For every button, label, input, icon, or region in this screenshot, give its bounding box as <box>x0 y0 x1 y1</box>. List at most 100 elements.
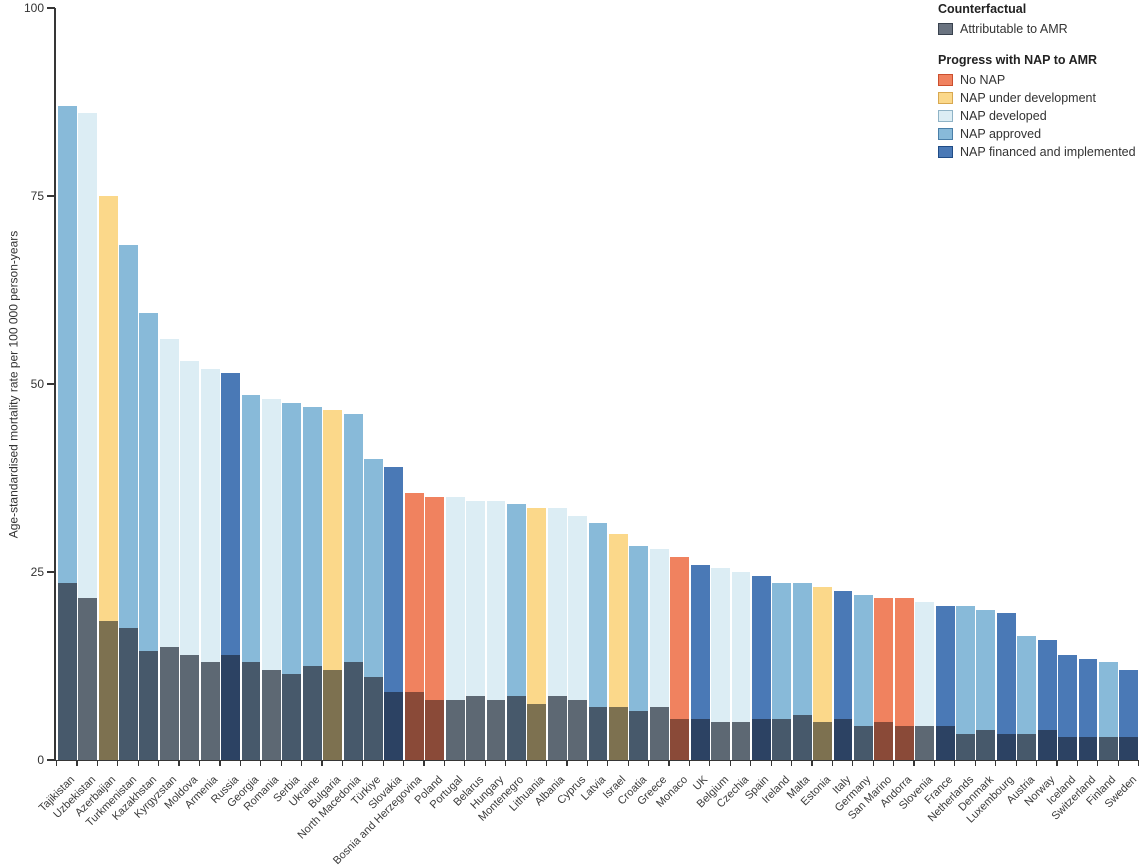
x-tick-5 <box>158 761 160 766</box>
bar-attributable-kyrgyzstan <box>159 647 179 760</box>
x-tick-40 <box>872 761 874 766</box>
x-tick-19 <box>443 761 446 766</box>
nap-approved-swatch-icon <box>938 128 953 140</box>
x-tick-22 <box>505 761 507 766</box>
x-tick-35 <box>770 761 772 766</box>
legend-nap-label-nap-approved: NAP approved <box>960 127 1042 141</box>
bar-france <box>935 605 955 760</box>
y-tick-0 <box>47 759 55 761</box>
legend-counterfactual-label-attributable-to-amr: Attributable to AMR <box>960 22 1068 36</box>
legend-nap-label-nap-financed-and-implemented: NAP financed and implemented <box>960 145 1136 159</box>
bar-attributable-portugal <box>445 699 465 760</box>
no-nap-swatch-icon <box>938 74 953 86</box>
attributable-to-amr-swatch-icon <box>938 23 953 35</box>
bar-portugal <box>445 496 465 760</box>
bar-kazakhstan <box>139 312 159 760</box>
bar-attributable-cyprus <box>568 699 588 760</box>
bar-attributable-north-macedonia <box>343 662 363 760</box>
y-tick-label-50: 50 <box>30 377 44 391</box>
bar-slovakia <box>384 466 404 760</box>
bar-attributable-malta <box>792 714 812 760</box>
x-tick-49 <box>1056 761 1058 766</box>
x-tick-24 <box>545 761 548 766</box>
x-tick-34 <box>750 761 752 766</box>
bar-attributable-moldova <box>180 654 200 760</box>
x-tick-41 <box>893 761 895 766</box>
x-tick-47 <box>1015 761 1017 766</box>
x-axis <box>54 760 1140 762</box>
bar-attributable-georgia <box>241 662 261 760</box>
bar-attributable-bosnia-and-herzegovina <box>404 692 424 760</box>
y-tick-50 <box>47 383 55 385</box>
x-tick-48 <box>1035 761 1038 766</box>
bar-attributable-azerbaijan <box>98 620 118 760</box>
nap-developed-swatch-icon <box>938 110 953 122</box>
bar-lithuania <box>527 508 547 760</box>
bar-attributable-serbia <box>282 673 302 760</box>
x-tick-8 <box>219 761 221 766</box>
x-tick-39 <box>852 761 854 766</box>
bar-attributable-croatia <box>629 711 649 760</box>
bar-attributable-andorra <box>894 726 914 760</box>
x-tick-18 <box>423 761 425 766</box>
bar-attributable-san-marino <box>874 722 894 760</box>
x-tick-14 <box>341 761 343 766</box>
x-tick-26 <box>586 761 588 766</box>
bar-attributable-israel <box>609 707 628 760</box>
bar-moldova <box>180 361 200 760</box>
bar-latvia <box>588 523 608 760</box>
x-tick-15 <box>362 761 364 766</box>
bar-attributable-denmark <box>976 729 996 760</box>
bar-malta <box>792 583 812 760</box>
bar-spain <box>751 575 771 760</box>
legend: Counterfactual Attributable to AMR Progr… <box>938 2 1136 176</box>
x-tick-16 <box>382 761 384 766</box>
bar-attributable-czechia <box>731 722 751 760</box>
bar-slovenia <box>915 602 935 760</box>
bar-ukraine <box>302 406 322 760</box>
bar-attributable-bulgaria <box>323 669 343 760</box>
bar-attributable-kazakhstan <box>139 651 159 760</box>
bar-attributable-austria <box>1017 733 1037 760</box>
bar-attributable-armenia <box>200 662 220 760</box>
x-tick-13 <box>321 761 323 766</box>
x-tick-44 <box>954 761 956 766</box>
bar-attributable-netherlands <box>956 733 975 760</box>
bar-sweden <box>1119 669 1139 760</box>
x-tick-11 <box>280 761 282 766</box>
legend-nap-item-nap-developed: NAP developed <box>938 107 1136 125</box>
bar-attributable-norway <box>1037 729 1057 760</box>
bar-andorra <box>894 598 914 760</box>
bar-attributable-belarus <box>466 696 485 760</box>
legend-nap-item-nap-approved: NAP approved <box>938 125 1136 143</box>
bar-attributable-slovakia <box>384 692 404 760</box>
x-tick-20 <box>464 761 466 766</box>
bar-armenia <box>200 369 220 760</box>
bar-israel <box>609 534 628 760</box>
bar-attributable-tajikistan <box>57 583 77 760</box>
nap-under-development-swatch-icon <box>938 92 953 104</box>
bar-cyprus <box>568 515 588 760</box>
bar-albania <box>547 508 567 760</box>
bar-uzbekistan <box>78 113 98 760</box>
legend-nap-items: No NAP NAP under development NAP developed… <box>938 71 1136 161</box>
bar-north-macedonia <box>343 414 363 760</box>
y-tick-label-0: 0 <box>37 753 44 767</box>
y-tick-label-100: 100 <box>23 1 44 15</box>
bar-azerbaijan <box>98 196 118 760</box>
plot-area <box>57 8 1139 760</box>
x-tick-23 <box>525 761 527 766</box>
bar-kyrgyzstan <box>159 338 179 760</box>
bar-norway <box>1037 639 1057 760</box>
x-tick-28 <box>627 761 629 766</box>
x-tick-51 <box>1097 761 1099 766</box>
legend-counterfactual-title: Counterfactual <box>938 2 1027 16</box>
legend-section-counterfactual: Counterfactual Attributable to AMR <box>938 2 1136 38</box>
bar-turkiye <box>364 459 383 760</box>
bar-czechia <box>731 572 751 760</box>
x-tick-7 <box>198 761 201 766</box>
x-tick-31 <box>688 761 691 766</box>
nap-financed-and-implemented-swatch-icon <box>938 146 953 158</box>
legend-nap-item-nap-under-development: NAP under development <box>938 89 1136 107</box>
